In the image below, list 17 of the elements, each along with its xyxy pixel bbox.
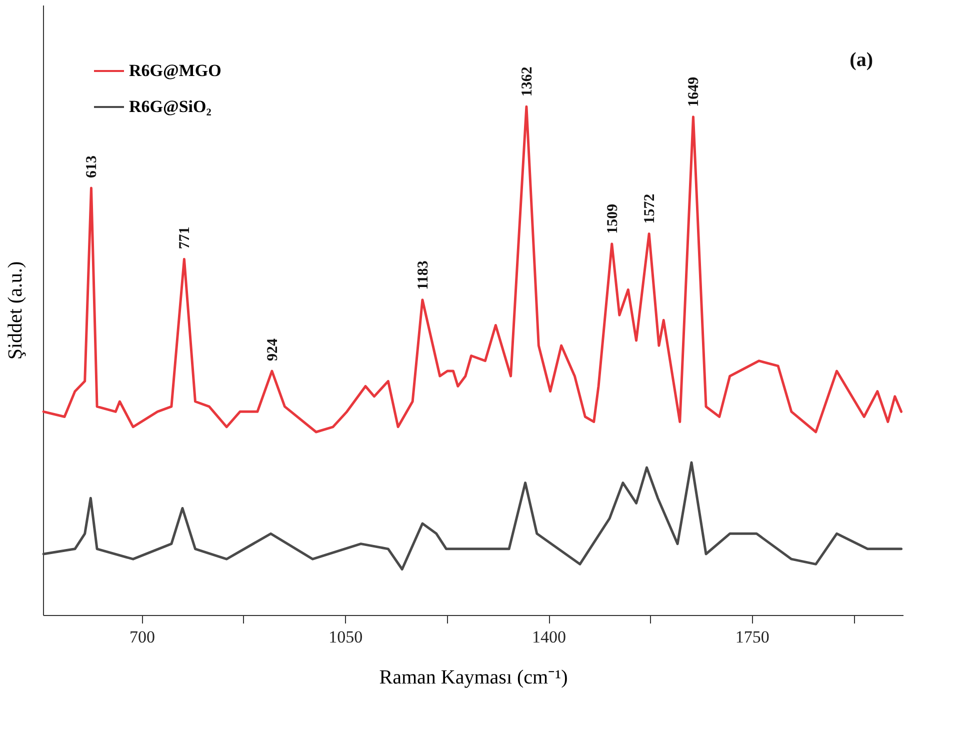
- x-tick-label: 1750: [735, 628, 770, 646]
- annotation: 613: [84, 156, 100, 178]
- text: (a): [850, 49, 873, 71]
- x-tick-label: 1050: [328, 628, 363, 646]
- annotation: 1572: [642, 194, 658, 224]
- annotation: 1183: [415, 260, 432, 290]
- y-axis-title: Şiddet (a.u.): [4, 261, 26, 360]
- annotation: 1509: [604, 204, 621, 234]
- x-tick-label: 700: [130, 628, 156, 646]
- legend-label: R6G@MGO: [129, 61, 222, 80]
- annotation: 1649: [686, 76, 702, 107]
- x-axis-title: Raman Kayması (cm⁻¹): [379, 666, 568, 688]
- annotation: 924: [264, 338, 281, 361]
- annotation: 771: [177, 226, 194, 250]
- x-tick-label: 1400: [532, 628, 566, 646]
- annotation: 1362: [519, 66, 536, 97]
- legend-label: R6G@SiO₂: [129, 97, 212, 116]
